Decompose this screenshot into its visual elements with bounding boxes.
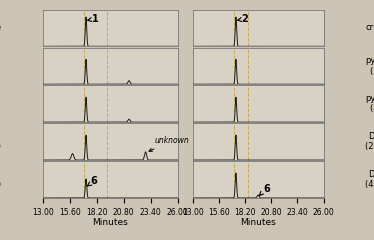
Text: 2: 2	[237, 14, 248, 24]
Text: 6: 6	[88, 176, 97, 186]
Y-axis label: pyridine
(48 h): pyridine (48 h)	[0, 94, 1, 114]
Y-axis label: pyridine
(24 h): pyridine (24 h)	[365, 56, 374, 76]
Y-axis label: DIEA
(24 h): DIEA (24 h)	[365, 132, 374, 151]
Text: 6: 6	[260, 184, 270, 195]
Y-axis label: pyridine
(24 h): pyridine (24 h)	[0, 56, 1, 76]
Text: unknown: unknown	[149, 136, 190, 151]
X-axis label: Minutes: Minutes	[240, 218, 276, 227]
Y-axis label: crude: crude	[0, 24, 1, 32]
Y-axis label: DIEA
(48 h): DIEA (48 h)	[0, 170, 1, 189]
Y-axis label: pyridine
(48 h): pyridine (48 h)	[365, 94, 374, 114]
Y-axis label: crude: crude	[365, 24, 374, 32]
X-axis label: Minutes: Minutes	[92, 218, 128, 227]
Y-axis label: DIEA
(48 h): DIEA (48 h)	[365, 170, 374, 189]
Text: 1: 1	[88, 14, 98, 24]
Y-axis label: DIEA
(24 h): DIEA (24 h)	[0, 132, 1, 151]
